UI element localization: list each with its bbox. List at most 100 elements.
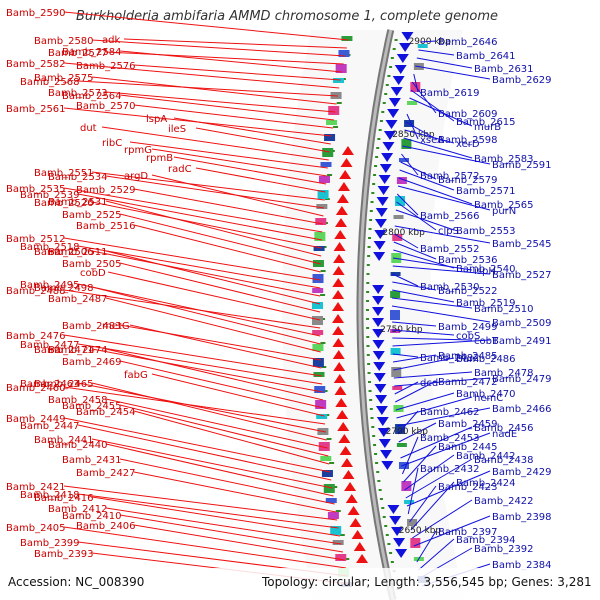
reverse-strand-gene-arrow — [339, 170, 352, 179]
forward-strand-gene-arrow — [396, 54, 409, 63]
right-gene-label: Bamb_2566 — [420, 211, 480, 222]
right-label-leader — [393, 357, 455, 371]
left-label-leader — [77, 80, 338, 97]
right-label-leader — [397, 407, 491, 427]
right-label-leader — [393, 249, 455, 269]
left-label-leader — [119, 404, 329, 457]
feature-block — [312, 344, 324, 351]
feature-block — [417, 44, 428, 48]
right-label-leader — [401, 432, 491, 467]
feature-block — [312, 358, 324, 367]
left-label-leader — [151, 174, 324, 217]
left-gene-label: Bamb_2449 — [6, 414, 66, 425]
left-gene-label: Bamb_2525 — [62, 210, 122, 221]
feature-block — [396, 443, 407, 447]
feature-block — [312, 316, 324, 325]
right-gene-label: Bamb_2591 — [492, 160, 552, 171]
feature-block — [390, 348, 401, 355]
right-gene-label: Bamb_2553 — [456, 226, 516, 237]
left-gene-label: dut — [80, 123, 97, 134]
right-label-leader — [420, 40, 437, 43]
left-label-leader — [105, 443, 334, 497]
right-gene-label: Bamb_2398 — [492, 512, 552, 523]
left-label-leader — [107, 271, 321, 321]
scale-label: 2850 kbp — [392, 130, 435, 140]
feature-block — [315, 400, 327, 409]
right-label-leader — [399, 169, 455, 191]
reverse-strand-gene-arrow — [349, 518, 362, 527]
reverse-strand-gene-arrow — [340, 458, 353, 467]
left-gene-label: Bamb_2534 — [48, 172, 108, 183]
left-label-leader — [119, 458, 335, 505]
forward-strand-gene-arrow — [387, 505, 400, 514]
feature-block — [391, 367, 402, 377]
topology-text: Topology: circular; Length: 3,556,545 bp… — [262, 575, 592, 589]
reverse-strand-gene-arrow — [337, 422, 350, 431]
left-gene-label: Bamb_2526 — [34, 198, 94, 209]
right-label-leader — [409, 485, 437, 523]
left-gene-label: Bamb_2416 — [34, 493, 94, 504]
left-label-leader — [151, 148, 328, 177]
right-label-leader — [395, 380, 437, 403]
left-gene-label: Bamb_2405 — [6, 523, 66, 534]
left-label-leader — [105, 250, 321, 305]
scale-label: 2800 kbp — [382, 228, 425, 238]
left-label-leader — [91, 201, 322, 249]
right-label-leader — [392, 257, 473, 271]
right-gene-label: Bamb_2519 — [456, 298, 516, 309]
right-gene-label: Bamb_2384 — [492, 560, 552, 571]
left-gene-label: Bamb_2399 — [20, 538, 80, 549]
left-label-leader — [119, 324, 322, 361]
left-label-leader — [63, 334, 322, 377]
reverse-strand-gene-arrow — [356, 554, 369, 563]
reverse-strand-gene-arrow — [337, 182, 350, 191]
left-gene-label: Bamb_2488 — [6, 286, 66, 297]
right-label-leader — [398, 422, 437, 443]
left-gene-label: Bamb_2471 — [34, 345, 94, 356]
left-label-leader — [77, 245, 321, 289]
forward-strand-gene-arrow — [390, 87, 403, 96]
left-gene-label: Bamb_2463 — [20, 379, 80, 390]
right-label-leader — [403, 445, 437, 483]
right-label-leader — [392, 339, 491, 347]
reverse-strand-gene-arrow — [335, 206, 348, 215]
left-label-leader — [119, 360, 324, 409]
right-gene-label: Bamb_2571 — [456, 186, 516, 197]
right-label-leader — [391, 305, 491, 323]
reverse-strand-gene-arrow — [332, 302, 345, 311]
feature-block — [314, 232, 326, 241]
right-gene-label: Bamb_2583 — [474, 154, 534, 165]
left-label-leader — [91, 496, 341, 537]
right-label-leader — [405, 458, 473, 499]
right-gene-label: Bamb_2438 — [474, 455, 534, 466]
left-label-leader — [77, 493, 339, 529]
reverse-strand-gene-arrow — [344, 482, 357, 491]
right-label-leader — [397, 410, 419, 435]
right-label-leader — [404, 129, 455, 144]
right-gene-label: Bamb_2479 — [492, 374, 552, 385]
forward-strand-gene-arrow — [380, 450, 393, 459]
feature-block — [318, 176, 330, 183]
left-gene-label: argD — [124, 171, 148, 182]
left-gene-label: Bamb_2511 — [48, 247, 108, 258]
left-gene-label: Bamb_2561 — [6, 104, 66, 115]
forward-strand-gene-arrow — [393, 538, 406, 547]
left-label-leader — [91, 286, 321, 345]
left-label-leader — [105, 175, 325, 209]
feature-block — [390, 272, 401, 276]
forward-strand-gene-arrow — [373, 362, 386, 371]
right-label-leader — [393, 371, 473, 379]
right-gene-label: Bamb_2470 — [456, 389, 516, 400]
right-gene-label: Bamb_2641 — [456, 51, 516, 62]
right-gene-label: purN — [492, 206, 516, 217]
left-gene-label: Bamb_2506 — [34, 247, 94, 258]
left-label-leader — [105, 348, 324, 401]
right-gene-label: Bamb_2456 — [474, 423, 534, 434]
left-gene-label: Bamb_2577 — [48, 48, 108, 59]
left-label-leader — [129, 141, 328, 169]
feature-block — [328, 106, 340, 115]
left-label-leader — [133, 188, 323, 225]
right-gene-label: Bamb_2486 — [456, 354, 516, 365]
forward-strand-gene-arrow — [378, 175, 391, 184]
